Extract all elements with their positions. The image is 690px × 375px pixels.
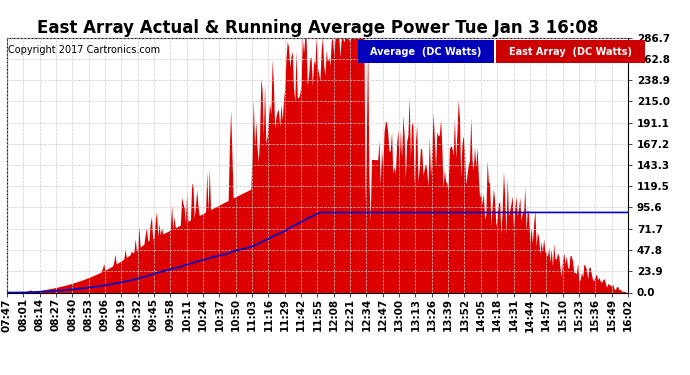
FancyBboxPatch shape: [495, 40, 644, 63]
Text: Copyright 2017 Cartronics.com: Copyright 2017 Cartronics.com: [8, 45, 159, 55]
Title: East Array Actual & Running Average Power Tue Jan 3 16:08: East Array Actual & Running Average Powe…: [37, 20, 598, 38]
FancyBboxPatch shape: [357, 40, 494, 63]
Text: East Array  (DC Watts): East Array (DC Watts): [509, 46, 631, 57]
Text: Average  (DC Watts): Average (DC Watts): [371, 46, 482, 57]
